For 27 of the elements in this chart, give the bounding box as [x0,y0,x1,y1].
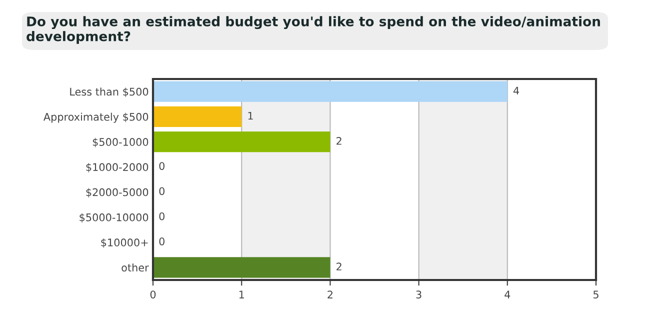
y-tick-label: $5000-10000 [80,213,148,223]
y-tick-label: Less than $500 [70,88,148,98]
y-tick-label: $2000-5000 [86,188,148,198]
data-label: 0 [159,187,164,196]
data-label: 2 [336,136,342,145]
bar [153,106,242,127]
data-label: 0 [159,162,164,170]
chart-title: Do you have an estimated budget you'd like to spend on the video/animation development? [26,16,600,44]
x-tick-label: 5 [593,290,598,298]
data-label: 2 [336,262,342,270]
bar [153,81,508,102]
y-tick-label: $1000-2000 [86,162,148,172]
x-tick-label: 2 [328,290,332,298]
y-tick-label: other [122,263,149,272]
bar [153,132,330,152]
x-tick-label: 3 [416,290,422,298]
y-tick-label: $10000+ [101,238,148,248]
x-tick-label: 1 [239,290,244,298]
data-label: 1 [248,112,253,120]
data-label: 0 [159,212,164,220]
bar [153,257,330,278]
x-tick-label: 0 [150,290,156,298]
data-label: 0 [159,237,164,246]
data-label: 4 [513,86,519,94]
y-tick-label: Approximately $500 [44,112,148,123]
x-tick-label: 4 [504,290,510,298]
y-tick-label: $500-1000 [92,138,148,148]
